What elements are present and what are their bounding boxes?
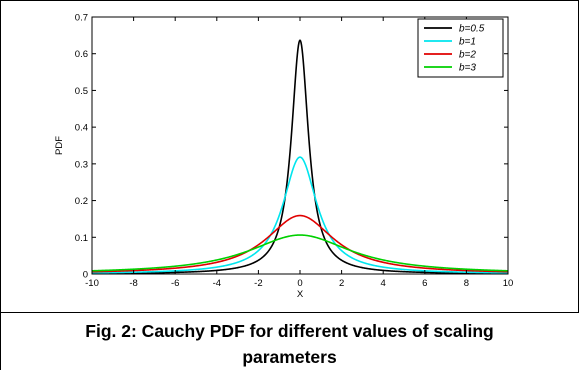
series-line-2 [92,156,508,274]
frame-border-left [0,0,1,370]
x-tick-label: -10 [85,278,99,289]
x-tick-label: -4 [213,278,221,289]
frame-border-top [0,0,579,1]
x-tick-label: 4 [381,278,386,289]
legend-label-4: b=3 [459,63,476,74]
y-tick-label: 0.6 [75,49,88,60]
series-line-3 [91,214,509,273]
y-tick-label: 0.5 [75,86,88,97]
cauchy-pdf-chart: -10 -8 -6 -4 -2 0 2 4 6 8 10 0 0.1 0.2 0.3 0.4 0.5 0.6 0.7… [54,13,514,301]
x-tick-label: -8 [129,278,137,289]
legend-label-1: b=0.5 [459,24,485,35]
x-axis-label: X [297,289,304,300]
caption-divider [0,312,579,313]
y-tick-label: 0.2 [75,196,88,207]
y-axis-label: PDF [54,136,65,155]
caption-line-1: Fig. 2: Cauchy PDF for different values … [85,321,494,341]
x-tick-label: 10 [503,278,514,289]
y-tick-label: 0.1 [75,233,88,244]
x-tick-label: 2 [339,278,344,289]
y-tick-label: 0.3 [75,159,88,170]
x-tick-label: -6 [171,278,179,289]
y-tick-label: 0.4 [75,123,88,134]
legend-label-3: b=2 [459,50,476,61]
series-line-4 [91,234,509,272]
x-tick-label: 8 [464,278,469,289]
y-tick-label: 0.7 [75,13,88,24]
x-tick-label: -2 [254,278,262,289]
caption-line-2: parameters [242,347,337,367]
series-line-1 [91,39,509,275]
figure-caption: Fig. 2: Cauchy PDF for different values … [0,318,579,370]
legend-label-2: b=1 [459,37,476,48]
y-tick-label: 0 [83,270,88,281]
x-tick-label: 0 [297,278,302,289]
x-tick-label: 6 [422,278,427,289]
